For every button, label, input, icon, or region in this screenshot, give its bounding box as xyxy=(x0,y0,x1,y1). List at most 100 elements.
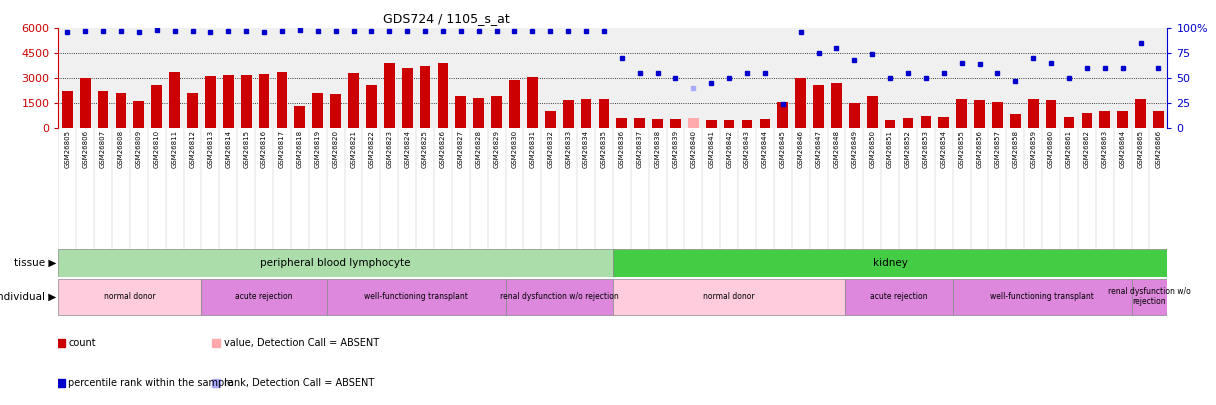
Text: GSM26862: GSM26862 xyxy=(1083,130,1090,168)
Text: acute rejection: acute rejection xyxy=(236,292,293,301)
Text: GSM26847: GSM26847 xyxy=(816,130,822,168)
Text: GSM26856: GSM26856 xyxy=(976,130,983,168)
Text: GSM26832: GSM26832 xyxy=(547,130,553,168)
Bar xyxy=(202,279,327,315)
Bar xyxy=(527,77,537,128)
Text: GSM26819: GSM26819 xyxy=(315,130,321,168)
Bar xyxy=(617,117,627,128)
Text: GSM26853: GSM26853 xyxy=(923,130,929,168)
Text: GSM26815: GSM26815 xyxy=(243,130,249,168)
Bar xyxy=(939,117,950,128)
Text: renal dysfunction w/o
rejection: renal dysfunction w/o rejection xyxy=(1108,287,1190,306)
Text: GSM26827: GSM26827 xyxy=(458,130,463,168)
Text: GSM26863: GSM26863 xyxy=(1102,130,1108,168)
Bar xyxy=(849,103,860,128)
Bar xyxy=(1136,100,1145,128)
Text: GSM26823: GSM26823 xyxy=(387,130,393,168)
Bar xyxy=(276,72,287,128)
Text: GSM26850: GSM26850 xyxy=(869,130,876,168)
Bar xyxy=(1010,114,1020,128)
Text: GSM26812: GSM26812 xyxy=(190,130,196,168)
Bar xyxy=(187,93,198,128)
Text: GSM26825: GSM26825 xyxy=(422,130,428,168)
Bar xyxy=(206,76,215,128)
Text: GSM26829: GSM26829 xyxy=(494,130,500,168)
Text: GSM26811: GSM26811 xyxy=(171,130,178,168)
Text: peripheral blood lymphocyte: peripheral blood lymphocyte xyxy=(260,258,411,268)
Bar xyxy=(705,120,716,128)
Bar xyxy=(384,63,395,128)
Bar xyxy=(438,63,449,128)
Bar xyxy=(456,96,466,128)
Text: GSM26838: GSM26838 xyxy=(654,130,660,168)
Text: GSM26834: GSM26834 xyxy=(582,130,589,168)
Bar xyxy=(62,91,73,128)
Bar xyxy=(1081,113,1092,128)
Bar xyxy=(1046,100,1057,128)
Bar xyxy=(742,120,753,128)
Bar xyxy=(259,74,270,128)
Text: GSM26821: GSM26821 xyxy=(350,130,356,168)
Bar xyxy=(902,117,913,128)
Bar xyxy=(613,249,1167,277)
Bar xyxy=(223,75,233,128)
Bar xyxy=(134,101,145,128)
Text: GSM26818: GSM26818 xyxy=(297,130,303,168)
Bar xyxy=(885,120,895,128)
Bar xyxy=(760,119,770,128)
Bar xyxy=(581,100,591,128)
Bar xyxy=(598,100,609,128)
Bar xyxy=(956,100,967,128)
Text: GSM26849: GSM26849 xyxy=(851,130,857,168)
Text: value, Detection Call = ABSENT: value, Detection Call = ABSENT xyxy=(224,338,378,347)
Bar xyxy=(510,80,520,128)
Text: GSM26866: GSM26866 xyxy=(1155,130,1161,168)
Text: GSM26813: GSM26813 xyxy=(208,130,213,168)
Text: GSM26854: GSM26854 xyxy=(941,130,947,168)
Bar xyxy=(952,279,1132,315)
Text: GSM26840: GSM26840 xyxy=(691,130,697,168)
Text: kidney: kidney xyxy=(873,258,907,268)
Bar xyxy=(1064,117,1075,128)
Text: GSM26810: GSM26810 xyxy=(153,130,159,168)
Bar xyxy=(613,279,845,315)
Text: GSM26826: GSM26826 xyxy=(440,130,446,168)
Bar xyxy=(366,85,377,128)
Bar xyxy=(169,72,180,128)
Text: GSM26806: GSM26806 xyxy=(83,130,89,168)
Bar xyxy=(80,78,90,128)
Bar xyxy=(473,98,484,128)
Bar xyxy=(491,96,502,128)
Text: GSM26839: GSM26839 xyxy=(672,130,679,168)
Text: GSM26846: GSM26846 xyxy=(798,130,804,168)
Bar xyxy=(1028,100,1038,128)
Bar xyxy=(831,83,841,128)
Text: GSM26830: GSM26830 xyxy=(512,130,518,168)
Text: GSM26842: GSM26842 xyxy=(726,130,732,168)
Text: GSM26807: GSM26807 xyxy=(100,130,106,168)
Text: well-functioning transplant: well-functioning transplant xyxy=(364,292,468,301)
Text: individual ▶: individual ▶ xyxy=(0,292,56,302)
Bar xyxy=(724,120,734,128)
Text: GSM26848: GSM26848 xyxy=(833,130,839,168)
Text: GSM26822: GSM26822 xyxy=(368,130,375,168)
Text: GSM26861: GSM26861 xyxy=(1066,130,1073,168)
Bar xyxy=(652,119,663,128)
Text: GSM26860: GSM26860 xyxy=(1048,130,1054,168)
Bar xyxy=(151,85,162,128)
Text: GSM26831: GSM26831 xyxy=(529,130,535,168)
Text: GSM26805: GSM26805 xyxy=(64,130,71,168)
Bar xyxy=(563,100,574,128)
Text: GSM26857: GSM26857 xyxy=(995,130,1001,168)
Text: renal dysfunction w/o rejection: renal dysfunction w/o rejection xyxy=(500,292,619,301)
Bar xyxy=(688,119,699,128)
Text: GSM26864: GSM26864 xyxy=(1120,130,1126,168)
Bar xyxy=(327,279,506,315)
Bar xyxy=(1132,279,1167,315)
Text: GSM26816: GSM26816 xyxy=(261,130,268,168)
Bar xyxy=(1118,111,1128,128)
Text: GDS724 / 1105_s_at: GDS724 / 1105_s_at xyxy=(383,12,510,25)
Text: GSM26852: GSM26852 xyxy=(905,130,911,168)
Text: normal donor: normal donor xyxy=(703,292,755,301)
Bar xyxy=(506,279,613,315)
